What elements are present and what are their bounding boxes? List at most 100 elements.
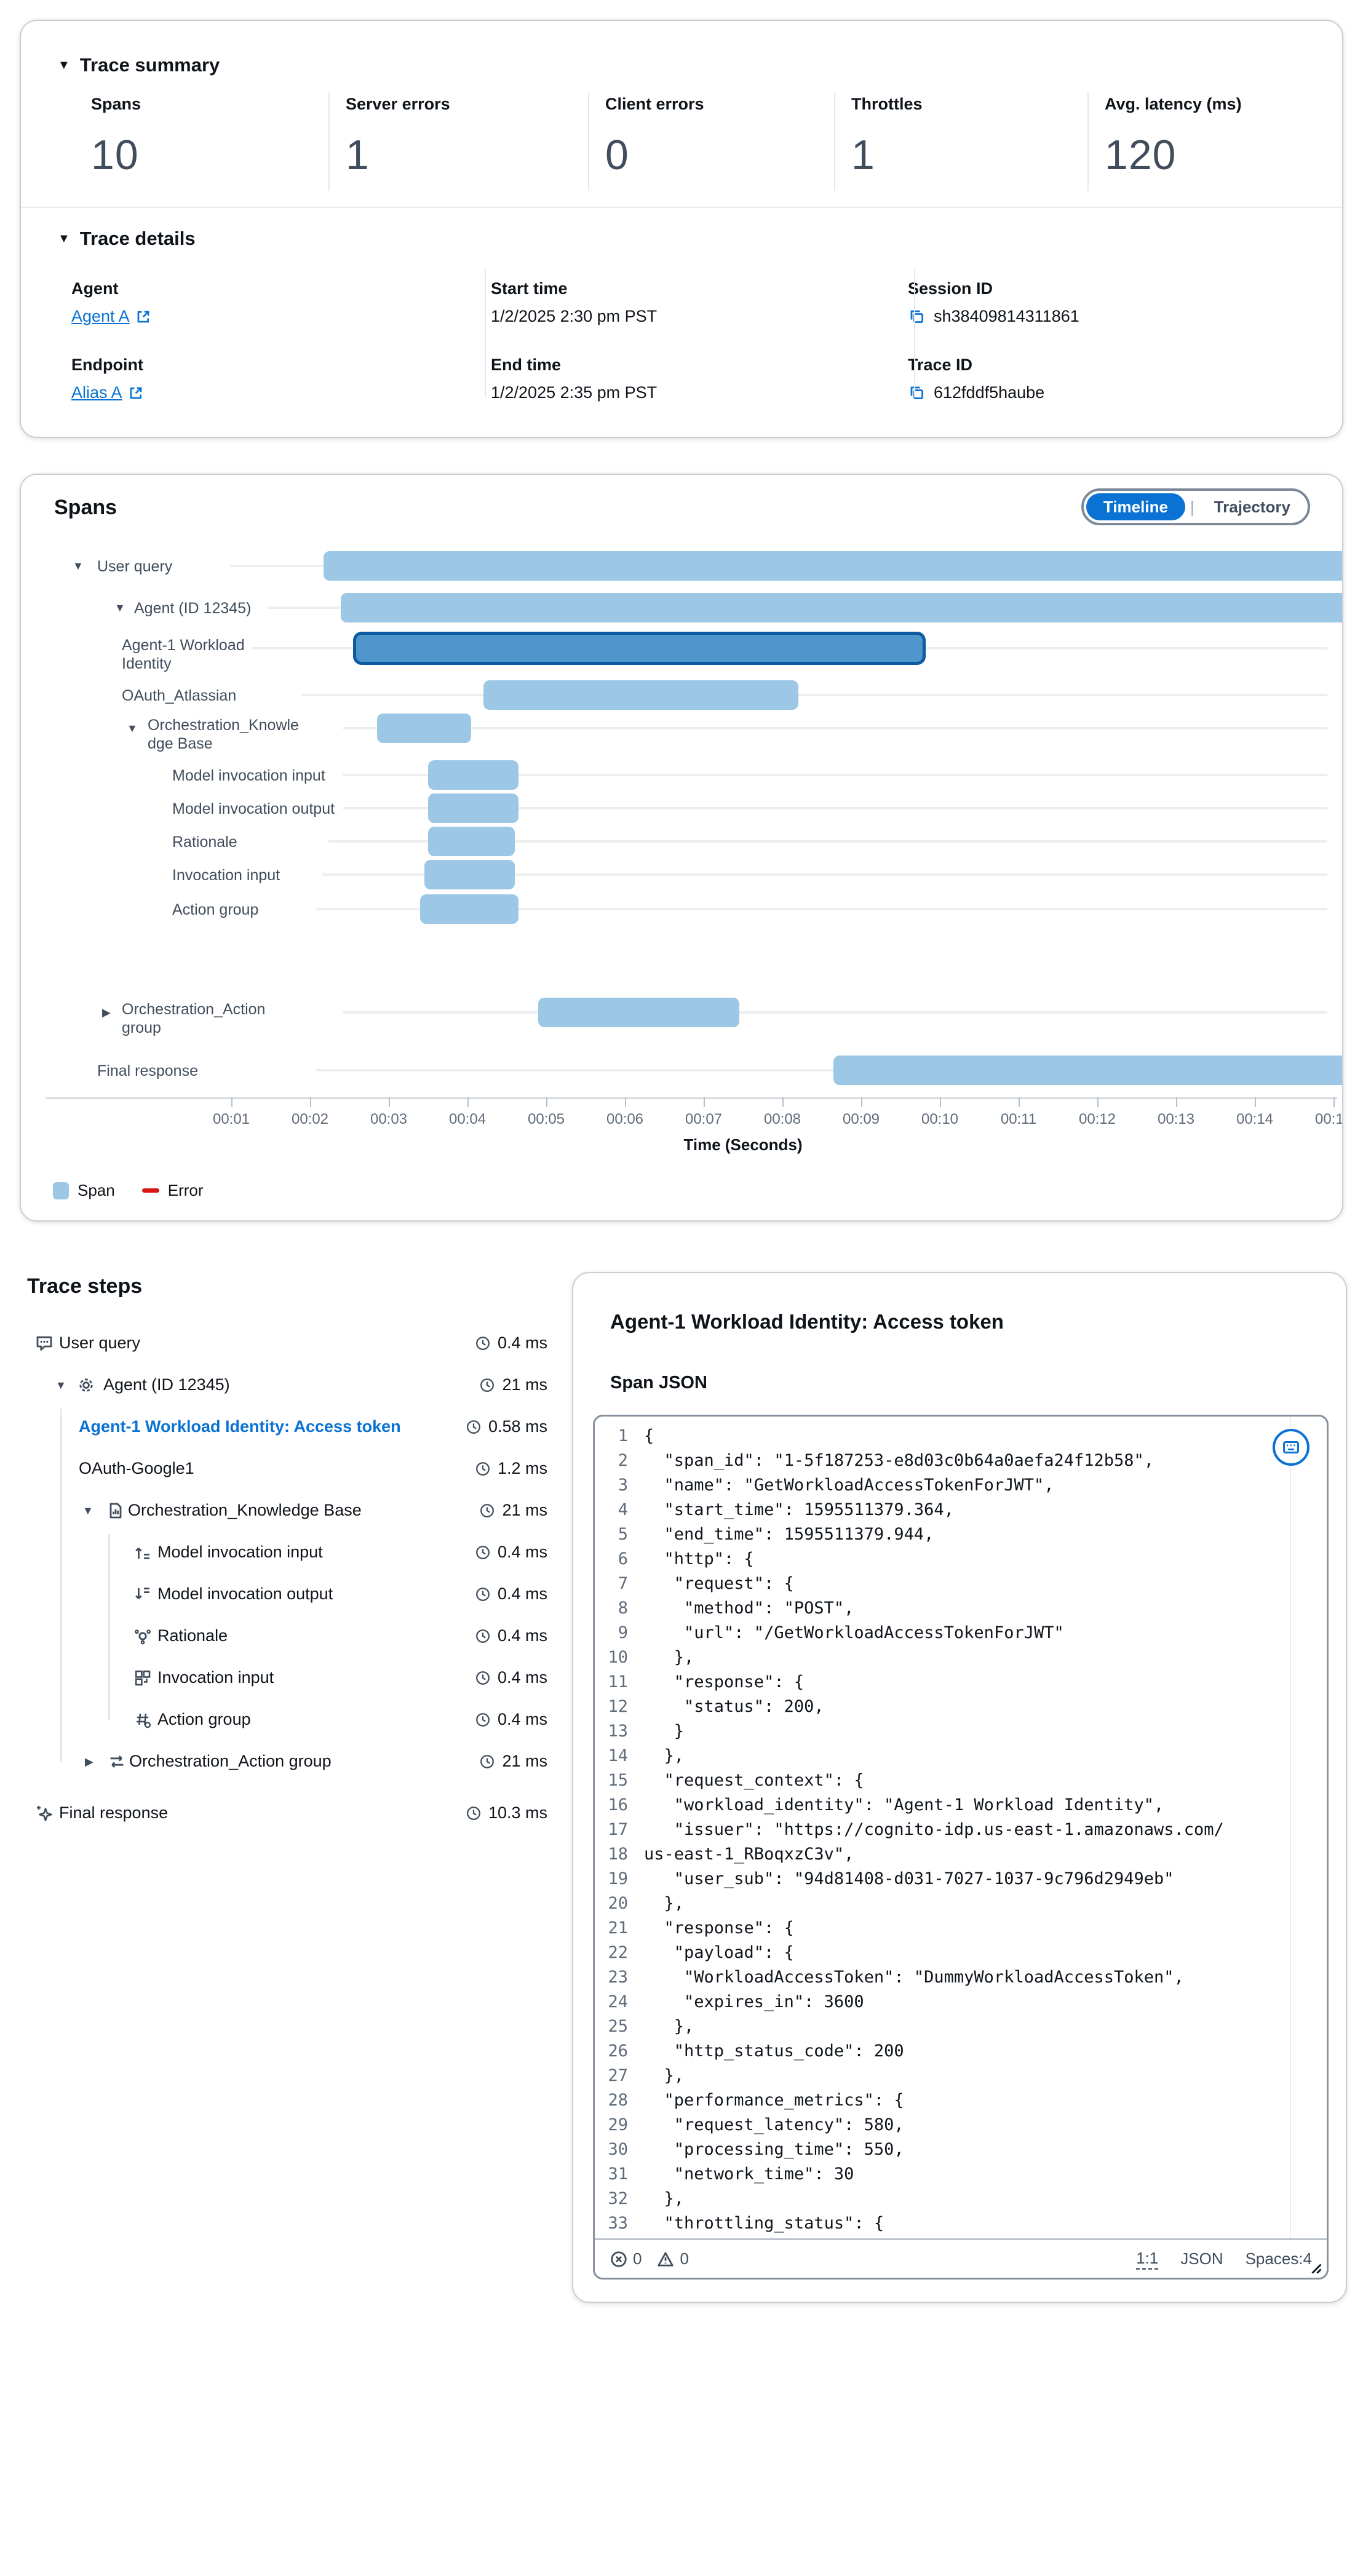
- axis-tick-label: 00:10: [921, 1111, 959, 1127]
- clock-icon: [467, 1806, 480, 1820]
- trace-step-label[interactable]: Orchestration_Knowledge Base: [128, 1501, 362, 1519]
- timeline-toggle-button[interactable]: Timeline: [1086, 493, 1185, 520]
- trace-step-row[interactable]: Invocation input 0.4 ms: [0, 1657, 551, 1699]
- span-row-label: Agent (ID 12345): [134, 600, 252, 617]
- caret-down-icon[interactable]: ▼: [114, 602, 125, 614]
- span-bar[interactable]: [538, 998, 739, 1027]
- span-bar[interactable]: [833, 1055, 1342, 1085]
- caret-down-icon[interactable]: ▼: [55, 1379, 66, 1391]
- code-editor[interactable]: 1{2 "span_id": "1-5f187253-e8d03c0b64a0a…: [593, 1415, 1329, 2280]
- summary-metric: Throttles 1: [851, 95, 923, 179]
- code-line: 3 "name": "GetWorkloadAccessTokenForJWT"…: [595, 1476, 1327, 1500]
- legend-span: Span: [53, 1181, 115, 1200]
- trace-step-label[interactable]: Rationale: [157, 1626, 228, 1645]
- trace-step-row[interactable]: Final response 10.3 ms: [0, 1792, 551, 1834]
- axis-tick-label: 00:04: [448, 1111, 487, 1127]
- trace-step-label[interactable]: Invocation input: [157, 1668, 274, 1687]
- code-line: 10 },: [595, 1648, 1327, 1672]
- trace-details-expander[interactable]: ▼ Trace details: [58, 228, 196, 250]
- line-number: 8: [618, 1599, 628, 1618]
- swap-arrows-icon: [110, 1755, 124, 1768]
- span-row-label: Rationale: [172, 833, 237, 851]
- code-text: "performance_metrics": {: [644, 2091, 904, 2110]
- axis-tick-label: 00:13: [1157, 1111, 1195, 1127]
- endpoint-link[interactable]: Alias A: [71, 383, 145, 402]
- caret-down-icon[interactable]: ▼: [73, 560, 84, 572]
- axis-tick: [625, 1097, 626, 1107]
- gear-icon: [79, 1378, 93, 1392]
- trace-summary-expander[interactable]: ▼ Trace summary: [58, 54, 220, 76]
- caret-right-icon[interactable]: ▶: [85, 1755, 93, 1768]
- trace-step-row[interactable]: Model invocation output 0.4 ms: [0, 1573, 551, 1615]
- editor-shortcuts-button[interactable]: [1273, 1429, 1309, 1466]
- trace-step-duration: 1.2 ms: [474, 1459, 547, 1478]
- detail-field: Start time 1/2/2025 2:30 pm PST: [491, 279, 657, 326]
- trace-step-label[interactable]: Model invocation input: [157, 1543, 323, 1561]
- caret-down-icon[interactable]: ▼: [82, 1505, 93, 1517]
- column-divider: [1087, 92, 1089, 191]
- line-number: 11: [608, 1672, 628, 1691]
- code-text: "http_status_code": 200: [644, 2041, 904, 2061]
- copy-button[interactable]: [908, 308, 926, 326]
- trajectory-toggle-button[interactable]: Trajectory: [1199, 498, 1305, 517]
- resize-grip-icon[interactable]: [1306, 2258, 1323, 2275]
- code-text: "span_id": "1-5f187253-e8d03c0b64a0aefa2…: [644, 1451, 1154, 1470]
- trace-details-title: Trace details: [79, 228, 196, 249]
- chat-icon: [34, 1334, 54, 1353]
- gear-dots-icon: [133, 1626, 153, 1646]
- code-line: 9 "url": "/GetWorkloadAccessTokenForJWT": [595, 1623, 1327, 1648]
- axis-tick: [861, 1097, 862, 1107]
- trace-step-row[interactable]: OAuth-Google1 1.2 ms: [0, 1448, 551, 1490]
- trace-step-row[interactable]: ▶ Orchestration_Action group 21 ms: [0, 1741, 551, 1783]
- span-bar[interactable]: [428, 793, 519, 823]
- spans-title: Spans: [54, 496, 117, 519]
- span-bar[interactable]: [428, 827, 515, 856]
- span-bar[interactable]: [420, 894, 519, 924]
- span-bar[interactable]: [323, 551, 1342, 581]
- span-bar[interactable]: [353, 632, 926, 665]
- span-detail-title: Agent-1 Workload Identity: Access token: [610, 1310, 1004, 1333]
- tree-guide-line: [60, 1409, 62, 1762]
- field-label: End time: [491, 356, 562, 374]
- trace-step-row[interactable]: Rationale 0.4 ms: [0, 1615, 551, 1657]
- line-number: 26: [608, 2041, 628, 2061]
- axis-tick-label: 00:08: [763, 1111, 801, 1127]
- trace-step-row[interactable]: Action group 0.4 ms: [0, 1699, 551, 1741]
- cursor-position-button[interactable]: 1:1: [1136, 2249, 1159, 2270]
- code-line: 25 },: [595, 2017, 1327, 2041]
- copy-button[interactable]: [908, 384, 926, 402]
- trace-step-label[interactable]: Model invocation output: [157, 1584, 333, 1603]
- doc-chart-icon: [106, 1501, 125, 1521]
- duration-text: 0.4 ms: [497, 1668, 547, 1687]
- span-bar[interactable]: [376, 714, 472, 743]
- duration-text: 0.4 ms: [497, 1710, 547, 1728]
- trace-step-row[interactable]: ▼ Orchestration_Knowledge Base 21 ms: [0, 1490, 551, 1532]
- trace-step-row[interactable]: ▼ Agent (ID 12345) 21 ms: [0, 1364, 551, 1406]
- external-link-icon: [130, 387, 141, 399]
- caret-right-icon[interactable]: ▶: [102, 1006, 111, 1019]
- span-bar[interactable]: [340, 593, 1342, 622]
- field-value: Alias A: [71, 383, 145, 402]
- trace-step-label[interactable]: Final response: [59, 1803, 169, 1822]
- code-line: 29 "request_latency": 580,: [595, 2115, 1327, 2140]
- axis-tick: [704, 1097, 705, 1107]
- span-bar[interactable]: [428, 760, 519, 790]
- trace-step-label[interactable]: User query: [59, 1334, 141, 1352]
- clock-icon: [476, 1545, 490, 1559]
- caret-down-icon[interactable]: ▼: [127, 722, 138, 734]
- agent-link[interactable]: Agent A: [71, 307, 152, 326]
- duration-text: 21 ms: [502, 1752, 547, 1770]
- field-value: 1/2/2025 2:30 pm PST: [491, 307, 658, 325]
- trace-step-label[interactable]: Agent-1 Workload Identity: Access token: [79, 1417, 401, 1436]
- trace-step-label[interactable]: Action group: [157, 1710, 251, 1728]
- trace-step-duration: 0.4 ms: [474, 1668, 547, 1687]
- trace-step-row[interactable]: Model invocation input 0.4 ms: [0, 1532, 551, 1573]
- span-bar[interactable]: [424, 860, 515, 889]
- trace-step-row[interactable]: Agent-1 Workload Identity: Access token 0…: [0, 1406, 551, 1448]
- code-text: },: [644, 1648, 694, 1667]
- trace-step-row[interactable]: User query 0.4 ms: [0, 1322, 551, 1364]
- trace-step-label[interactable]: OAuth-Google1: [79, 1459, 194, 1477]
- trace-step-label[interactable]: Agent (ID 12345): [103, 1375, 230, 1394]
- span-bar[interactable]: [483, 680, 798, 710]
- trace-step-label[interactable]: Orchestration_Action group: [129, 1752, 332, 1770]
